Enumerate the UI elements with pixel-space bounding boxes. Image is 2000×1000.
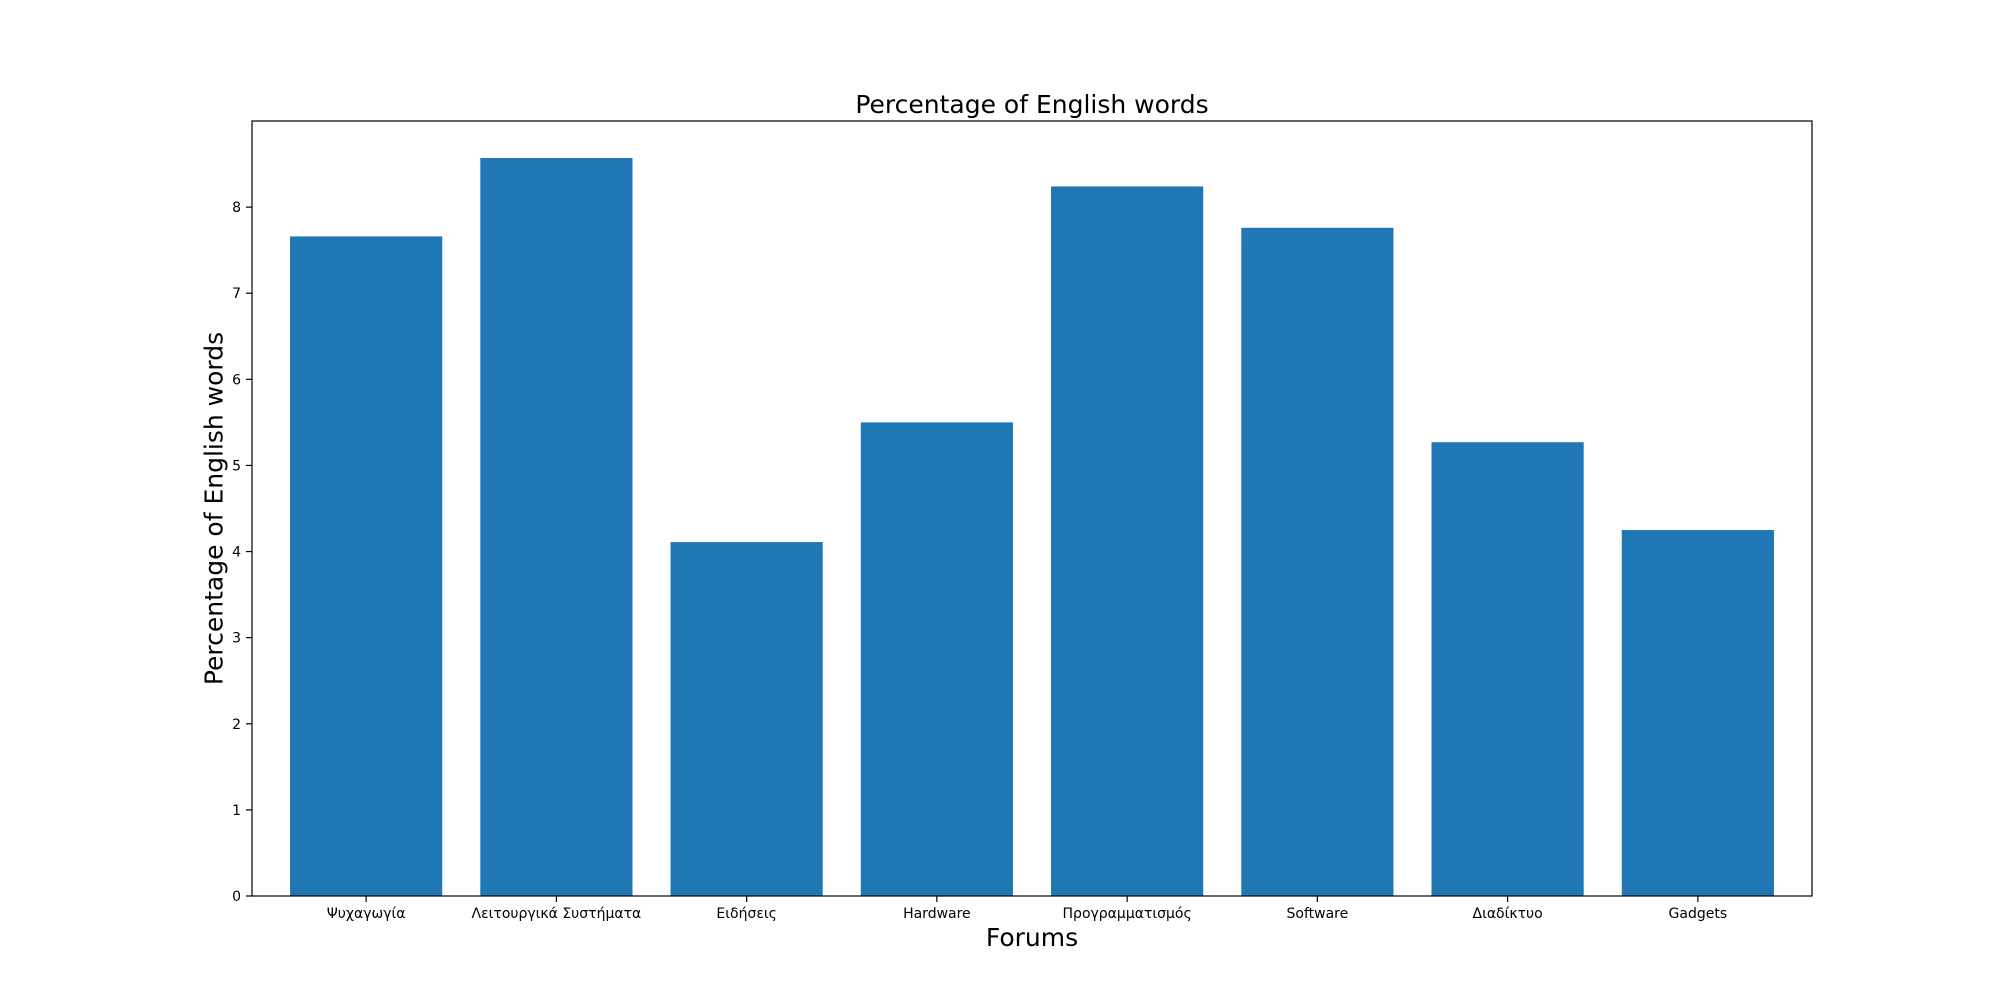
chart-title: Percentage of English words bbox=[855, 90, 1208, 119]
y-tick-label: 5 bbox=[232, 458, 241, 474]
x-axis-label: Forums bbox=[986, 923, 1078, 952]
x-tick-label: Ειδήσεις bbox=[716, 906, 776, 922]
y-axis-ticks: 0 1 2 3 4 5 6 7 8 bbox=[232, 200, 252, 905]
bar-5 bbox=[1241, 227, 1394, 896]
bar-1 bbox=[480, 158, 633, 896]
y-tick-label: 6 bbox=[232, 372, 241, 388]
x-tick-label: Software bbox=[1287, 906, 1349, 922]
y-tick-label: 1 bbox=[232, 803, 241, 819]
bars-group bbox=[290, 158, 1774, 896]
y-axis-label: Percentage of English words bbox=[200, 332, 229, 685]
y-tick-label: 2 bbox=[232, 717, 241, 733]
bar-4 bbox=[1051, 186, 1204, 896]
bar-6 bbox=[1431, 442, 1584, 896]
x-tick-label: Hardware bbox=[903, 906, 971, 922]
x-tick-label: Ψυχαγωγία bbox=[327, 906, 406, 922]
y-tick-label: 0 bbox=[232, 889, 241, 905]
plot-area-frame bbox=[251, 120, 1813, 897]
y-tick-label: 7 bbox=[232, 286, 241, 302]
y-tick-label: 3 bbox=[232, 631, 241, 647]
y-tick-label: 4 bbox=[232, 545, 241, 561]
bar-2 bbox=[670, 542, 823, 896]
x-tick-label: Λειτουργικά Συστήματα bbox=[472, 906, 642, 922]
bar-0 bbox=[290, 236, 443, 896]
x-axis-ticks: Ψυχαγωγία Λειτουργικά Συστήματα Ειδήσεις Ha… bbox=[327, 896, 1727, 922]
bar-3 bbox=[860, 422, 1013, 896]
bar-7 bbox=[1621, 530, 1774, 896]
x-tick-label: Προγραμματισμός bbox=[1063, 906, 1192, 922]
x-tick-label: Διαδίκτυο bbox=[1473, 906, 1543, 922]
y-tick-label: 8 bbox=[232, 200, 241, 216]
x-tick-label: Gadgets bbox=[1669, 906, 1728, 922]
